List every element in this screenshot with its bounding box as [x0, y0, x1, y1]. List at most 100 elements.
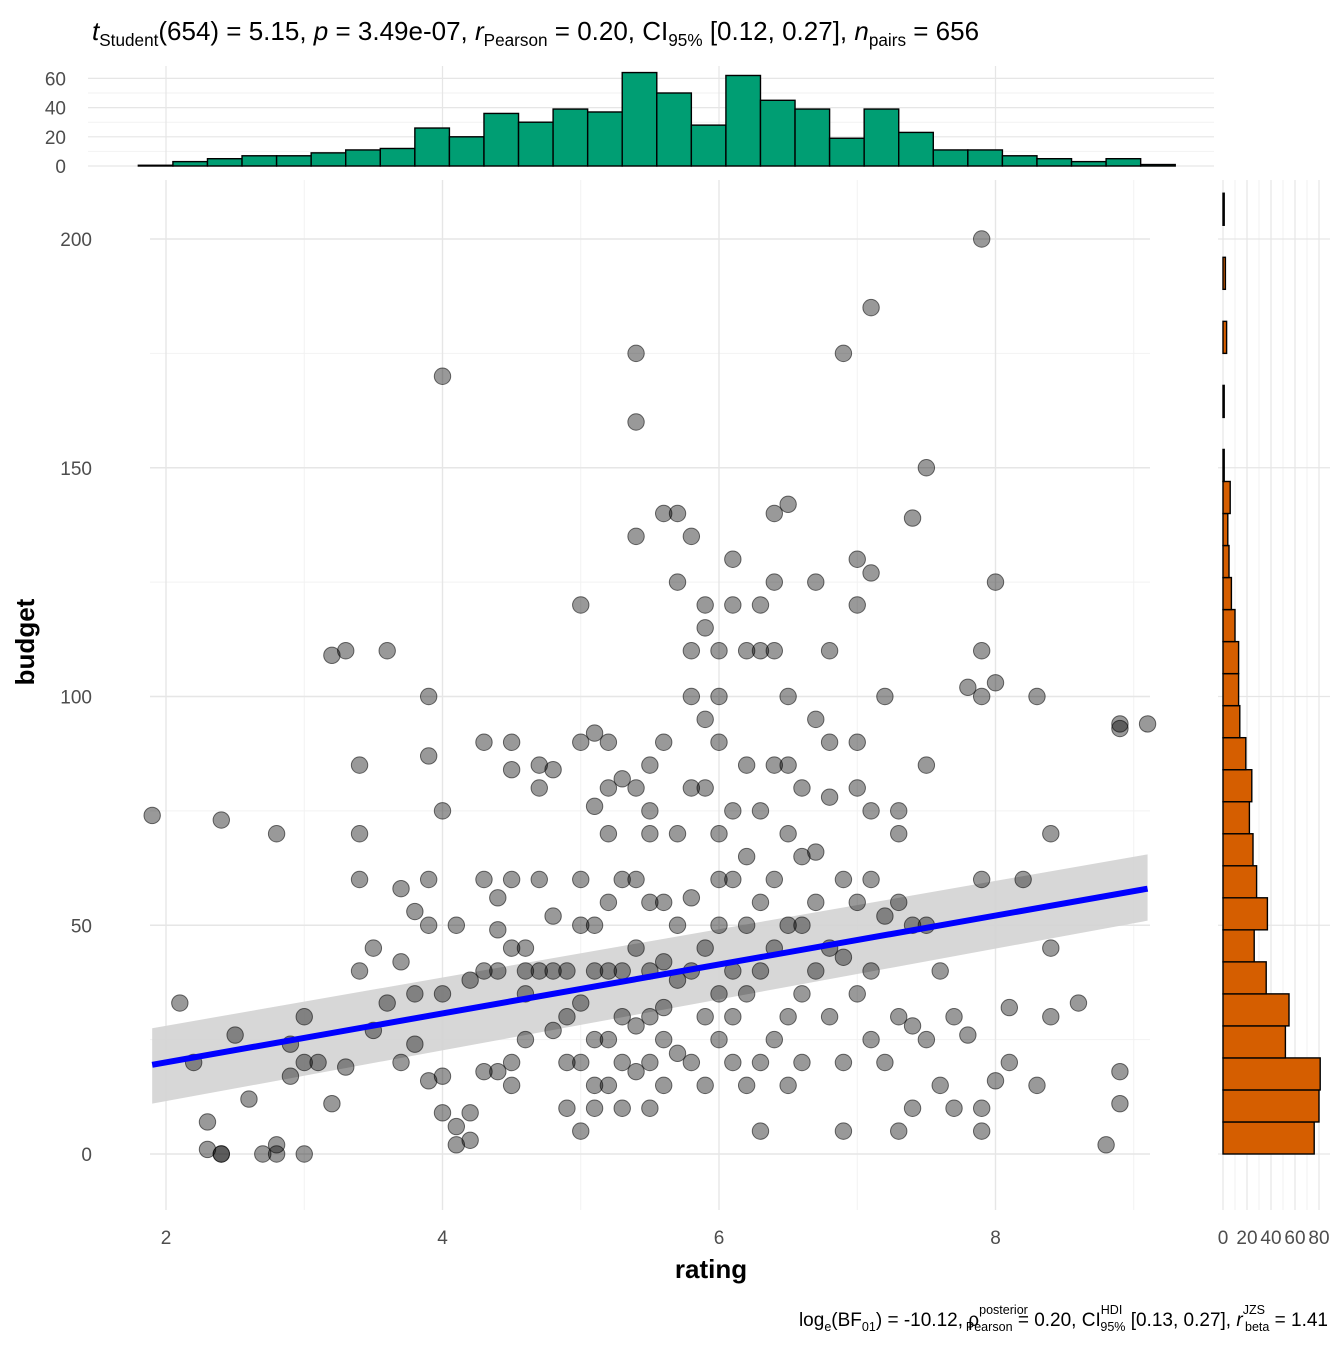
top-hist-bar	[310, 152, 347, 167]
scatter-point	[890, 893, 908, 912]
scatter-point	[862, 298, 880, 317]
right-hist-bar	[1222, 769, 1253, 803]
scatter-point	[779, 495, 797, 514]
scatter-point	[710, 687, 728, 706]
scatter-point	[1097, 1136, 1115, 1154]
top-hist-bar	[1001, 155, 1038, 167]
scatter-point	[433, 985, 452, 1003]
scatter-point	[945, 1099, 963, 1117]
top-hist-bar	[172, 160, 209, 167]
regression-line	[151, 885, 1149, 1068]
top-hist-tick-label: 20	[45, 128, 66, 149]
scatter-point	[903, 1099, 922, 1117]
x-tick-label: 4	[437, 1228, 448, 1249]
scatter-point	[475, 1062, 493, 1081]
scatter-point	[876, 687, 894, 706]
right-hist-bar	[1222, 320, 1228, 355]
top-hist-bar	[275, 155, 312, 167]
scatter-point	[737, 1076, 756, 1095]
scatter-point	[848, 733, 866, 751]
scatter-point	[350, 962, 369, 980]
top-hist-bar	[206, 157, 243, 167]
scatter-point	[406, 902, 424, 921]
scatter-point	[641, 825, 659, 843]
right-hist-bar	[1222, 192, 1225, 226]
scatter-point	[641, 802, 659, 820]
scatter-point	[751, 596, 770, 614]
right-hist-bar	[1222, 897, 1269, 931]
top-hist-bar	[759, 99, 796, 167]
scatter-point	[890, 1008, 908, 1026]
scatter-point	[972, 230, 991, 248]
scatter-point	[378, 642, 396, 660]
top-hist-bar	[1105, 157, 1142, 167]
top-hist-bar	[1070, 160, 1107, 167]
scatter-point	[337, 1058, 355, 1076]
right-hist-tick-label: 40	[1260, 1228, 1281, 1249]
scatter-point	[834, 1122, 853, 1140]
scatter-point	[585, 724, 604, 742]
scatter-point	[502, 870, 521, 889]
scatter-point	[834, 870, 853, 889]
scatter-point	[834, 1053, 853, 1072]
right-hist-tick-label: 80	[1308, 1228, 1329, 1249]
scatter-point	[599, 1030, 618, 1049]
top-hist-bar	[137, 164, 174, 167]
scatter-point	[530, 962, 548, 980]
scatter-points	[143, 230, 1157, 1163]
right-hist-bar	[1222, 1121, 1315, 1155]
scatter-point	[862, 1030, 880, 1049]
top-hist-tick-label: 0	[55, 157, 66, 178]
scatter-point	[240, 1090, 258, 1108]
top-hist-bar	[898, 131, 934, 167]
y-tick-label: 0	[81, 1145, 92, 1166]
scatter-point	[820, 788, 839, 806]
scatter-point	[544, 1021, 562, 1040]
axis-labels: 2 4 6 8 0 50 100 150 200	[60, 230, 1000, 1249]
scatter-point	[502, 939, 521, 957]
scatter-point	[793, 779, 811, 797]
scatter-point	[558, 1008, 576, 1026]
scatter-point	[350, 825, 369, 843]
scatter-point	[779, 687, 797, 706]
scatter-point	[779, 825, 797, 843]
scatter-point	[599, 779, 618, 797]
scatter-point	[599, 1076, 618, 1095]
scatter-point	[419, 870, 438, 889]
scatter-point	[585, 1099, 604, 1117]
scatter-point	[834, 948, 853, 966]
scatter-point	[433, 802, 452, 820]
scatter-point	[502, 733, 521, 751]
scatter-point	[350, 756, 369, 774]
scatter-point	[1028, 687, 1046, 706]
scatter-point	[779, 756, 797, 774]
top-hist-bar	[1139, 163, 1176, 167]
scatter-point	[696, 619, 714, 637]
right-hist-bar	[1222, 448, 1225, 483]
scatter-point	[862, 962, 880, 980]
top-hist-bar	[379, 147, 416, 167]
scatter-point	[765, 870, 783, 889]
scatter-point	[655, 893, 673, 912]
scatter-point	[890, 1122, 908, 1140]
scatter-point	[309, 1053, 327, 1072]
scatter-point	[848, 985, 866, 1003]
scatter-point	[350, 870, 369, 889]
scatter-point	[1042, 825, 1060, 843]
scatter-point	[668, 825, 687, 843]
scatter-point	[655, 733, 673, 751]
scatter-point	[267, 1145, 286, 1163]
right-hist-bar	[1222, 961, 1267, 995]
scatter-point	[337, 642, 355, 660]
scatter-point	[1111, 1062, 1129, 1081]
scatter-point	[655, 504, 673, 523]
scatter-point	[544, 907, 562, 925]
top-hist-bar	[794, 108, 831, 167]
scatter-point	[710, 916, 728, 934]
scatter-point	[198, 1140, 217, 1159]
scatter-point	[530, 756, 548, 774]
scatter-point	[502, 1076, 521, 1095]
regression-fit-line	[151, 885, 1149, 1068]
scatter-point	[710, 985, 728, 1003]
scatter-point	[406, 1035, 424, 1053]
